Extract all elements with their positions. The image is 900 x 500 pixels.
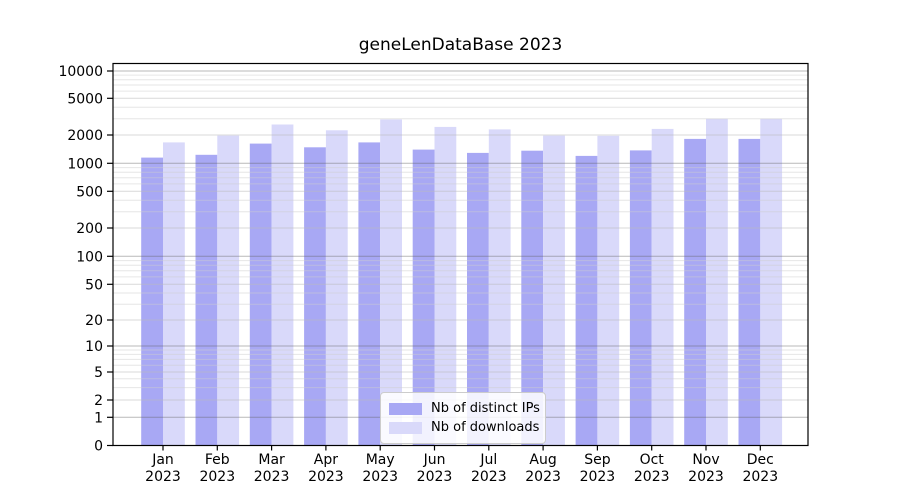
x-tick-label-month: Aug [529,452,556,468]
legend-swatch-distinct-ips [389,402,422,415]
x-tick-label-year: 2023 [580,469,616,485]
bar-nb-of-distinct-ips [684,138,706,446]
bar-nb-of-downloads [651,128,674,446]
legend: Nb of distinct IPs Nb of downloads [380,392,546,444]
bar-nb-of-distinct-ips [738,138,761,446]
x-tick-label-year: 2023 [254,469,290,485]
x-tick-label-month: Oct [640,452,665,468]
bar-nb-of-distinct-ips [141,157,163,446]
y-tick-label: 50 [85,277,103,293]
y-tick-label: 0 [94,439,103,455]
bar-nb-of-downloads [488,129,511,446]
x-tick-label-month: Nov [692,452,719,468]
legend-item-distinct-ips: Nb of distinct IPs [389,399,540,418]
bar-nb-of-downloads [543,135,565,446]
bar-nb-of-downloads [434,126,457,446]
y-tick-label: 5 [94,365,103,381]
x-tick-label-month: Sep [584,452,611,468]
y-tick-label: 10 [85,339,103,355]
legend-item-downloads: Nb of downloads [389,418,540,437]
bar-nb-of-downloads [163,142,185,446]
x-tick-label-month: Feb [205,452,230,468]
y-tick-label: 1 [94,410,103,426]
legend-label-distinct-ips: Nb of distinct IPs [431,401,540,416]
x-tick-label-month: Apr [314,452,338,468]
x-tick-label-year: 2023 [308,469,344,485]
y-tick-label: 2000 [67,128,103,144]
plot-border [112,62,809,447]
legend-label-downloads: Nb of downloads [431,420,540,435]
x-tick-label-year: 2023 [742,469,778,485]
bar-nb-of-distinct-ips [629,150,652,446]
y-tick-label: 10000 [58,64,103,80]
legend-swatch-downloads [389,421,422,434]
bar-nb-of-downloads [597,135,620,446]
x-tick-label-month: Jun [423,452,446,468]
x-tick-label-month: Dec [747,452,774,468]
y-tick-label: 200 [76,221,103,237]
x-tick-label-month: Mar [258,452,285,468]
bar-nb-of-distinct-ips [575,155,598,446]
x-tick-label-year: 2023 [362,469,398,485]
y-tick-label: 2 [94,393,103,409]
bar-nb-of-distinct-ips [358,142,381,446]
x-tick-label-year: 2023 [417,469,453,485]
y-tick-label: 500 [76,184,103,200]
x-tick-label-year: 2023 [634,469,670,485]
bar-nb-of-downloads [380,119,402,446]
x-tick-label-month: May [366,452,395,468]
x-tick-label-month: Jan [151,452,174,468]
x-tick-label-year: 2023 [688,469,724,485]
bar-nb-of-downloads [217,135,240,446]
x-tick-label-year: 2023 [145,469,181,485]
y-tick-label: 5000 [67,91,103,107]
y-tick-label: 1000 [67,156,103,172]
y-tick-label: 20 [85,313,103,329]
x-tick-label-year: 2023 [525,469,561,485]
bar-nb-of-distinct-ips [304,147,326,446]
bar-nb-of-distinct-ips [195,154,218,446]
x-tick-label-month: Jul [479,452,497,468]
x-tick-label-year: 2023 [199,469,235,485]
chart-title: geneLenDataBase 2023 [358,35,563,55]
bar-nb-of-distinct-ips [249,143,272,446]
x-tick-label-year: 2023 [471,469,507,485]
bar-nb-of-downloads [325,130,348,446]
y-tick-label: 100 [76,249,103,265]
